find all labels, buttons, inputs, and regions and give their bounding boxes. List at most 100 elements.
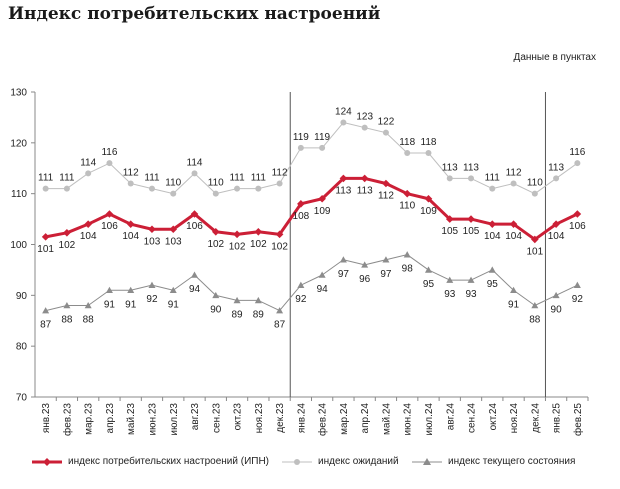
expectations-point [170, 190, 177, 197]
legend-item-ipn: индекс потребительских настроений (ИПН) [30, 456, 269, 467]
data-label: 116 [101, 147, 117, 158]
data-label: 118 [399, 137, 415, 148]
x-tick-label: мар.23 [84, 403, 95, 435]
data-label: 111 [251, 173, 267, 184]
ipn-point [424, 194, 433, 203]
x-tick-label: фев.23 [61, 403, 73, 436]
data-label: 110 [399, 201, 415, 212]
current-state-point [339, 256, 347, 263]
expectations-point [255, 185, 262, 192]
x-tick-label: июн.23 [147, 403, 158, 436]
x-tick-label: май.23 [126, 403, 137, 435]
current-state-point [488, 266, 496, 273]
data-label: 119 [314, 132, 330, 143]
data-label: 91 [508, 299, 520, 310]
current-state-point [552, 291, 560, 299]
ipn-point [148, 225, 156, 234]
ipn-point [126, 220, 135, 228]
expectations-point [148, 185, 155, 192]
data-label: 104 [122, 231, 139, 242]
ipn-point [169, 225, 178, 234]
expectations-point [468, 175, 475, 182]
x-tick-label: янв.24 [296, 403, 307, 434]
x-tick-label: сен.23 [211, 403, 222, 433]
expectations-point [319, 144, 326, 151]
ipn-point [382, 179, 390, 188]
data-label: 111 [229, 173, 245, 184]
data-label: 122 [378, 117, 395, 128]
data-label: 123 [356, 112, 373, 123]
data-label: 91 [168, 299, 180, 310]
ipn-point [573, 210, 582, 218]
data-label: 92 [146, 294, 158, 305]
series-line-3 [45, 254, 578, 312]
data-label: 102 [250, 239, 267, 250]
data-label: 88 [83, 315, 95, 326]
data-label: 95 [423, 279, 435, 290]
y-tick-label: 90 [16, 291, 28, 302]
x-tick-label: июл.23 [169, 403, 180, 436]
data-label: 111 [144, 173, 160, 184]
ipn-point [531, 235, 539, 244]
x-tick-label: ноя.23 [254, 403, 265, 434]
data-label: 92 [295, 294, 307, 305]
data-label: 106 [101, 221, 118, 232]
y-tick-label: 120 [10, 138, 27, 149]
y-tick-label: 70 [16, 393, 28, 404]
ipn-point [63, 229, 71, 237]
legend-swatch-expectations [282, 458, 312, 465]
data-label: 113 [463, 162, 479, 173]
expectations-point [382, 129, 389, 136]
ipn-point [488, 220, 497, 228]
current-state-point [127, 286, 135, 294]
ipn-point [445, 215, 454, 223]
current-state-point [382, 256, 390, 263]
expectations-point [531, 190, 538, 197]
expectations-point [425, 150, 432, 156]
data-label: 109 [420, 206, 437, 217]
x-tick-label: авг.23 [190, 403, 201, 431]
expectations-point [361, 124, 368, 131]
data-label: 111 [59, 173, 75, 184]
data-label: 102 [207, 239, 224, 250]
current-state-point [84, 302, 92, 309]
data-label: 108 [293, 211, 310, 222]
data-label: 87 [274, 320, 286, 331]
data-label: 87 [40, 320, 52, 331]
legend-label-ipn: индекс потребительских настроений (ИПН) [68, 456, 269, 467]
expectations-point [404, 150, 411, 156]
current-state-point [297, 281, 305, 288]
data-label: 88 [61, 315, 73, 326]
expectations-point [127, 180, 134, 187]
current-state-point [467, 276, 475, 283]
data-label: 89 [231, 309, 243, 320]
x-tick-label: ноя.24 [509, 403, 520, 434]
data-label: 113 [548, 162, 564, 173]
expectations-point [85, 170, 92, 177]
x-tick-label: июл.24 [424, 403, 435, 436]
data-label: 113 [357, 185, 373, 196]
x-tick-label: янв.23 [41, 403, 52, 434]
data-label: 104 [80, 231, 97, 242]
current-state-point [148, 281, 156, 288]
current-state-point [318, 271, 326, 278]
data-label: 97 [338, 269, 350, 280]
y-tick-label: 80 [16, 342, 28, 353]
current-state-point [510, 286, 518, 294]
data-label: 89 [253, 309, 265, 320]
current-state-point [403, 251, 411, 258]
ipn-point [297, 200, 305, 208]
expectations-point [106, 160, 113, 167]
data-label: 112 [272, 168, 288, 179]
units-note: Данные в пунктах [513, 52, 596, 63]
data-label: 103 [165, 236, 182, 247]
series-line-1 [45, 176, 579, 241]
ipn-point [190, 210, 199, 218]
data-label: 111 [485, 173, 501, 184]
data-label: 106 [569, 221, 586, 232]
data-label: 109 [314, 206, 331, 217]
data-label: 101 [526, 246, 543, 257]
x-tick-label: апр.24 [360, 403, 371, 434]
data-label: 102 [59, 240, 76, 251]
